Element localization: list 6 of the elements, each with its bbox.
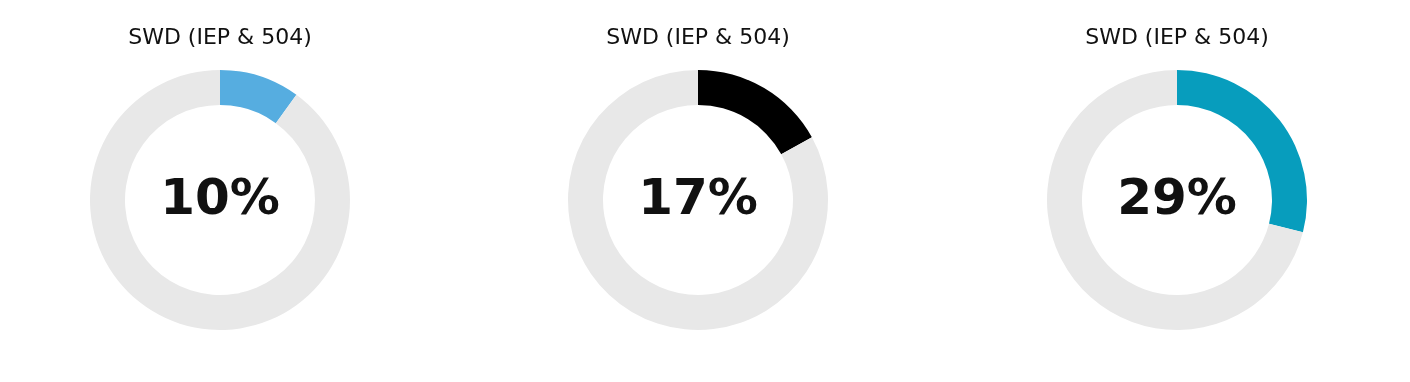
text: 10% [160, 168, 280, 226]
text: 17% [638, 168, 758, 226]
chart-title: SWD (IEP & 504) [1085, 23, 1269, 49]
chart-title: SWD (IEP & 504) [606, 23, 790, 49]
text: 29% [1117, 168, 1237, 226]
chart-title: SWD (IEP & 504) [128, 23, 312, 49]
